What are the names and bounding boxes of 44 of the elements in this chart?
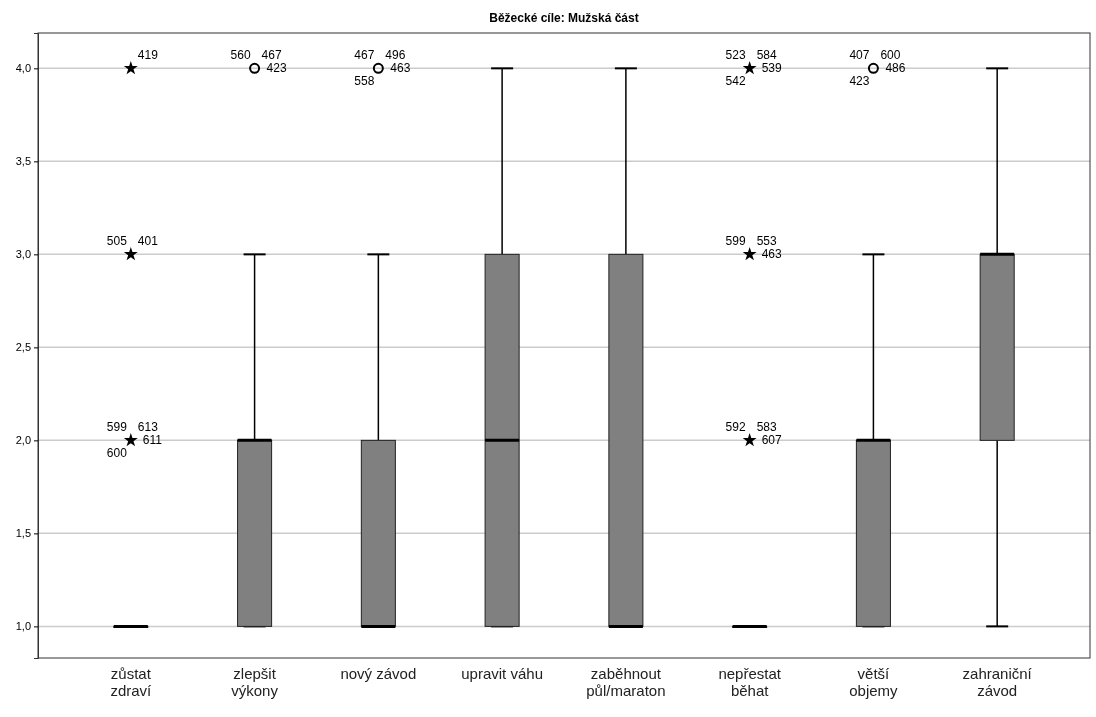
- y-tick-label: 1,0: [15, 620, 31, 633]
- annotation: 463: [761, 247, 782, 262]
- annotation: 553: [756, 234, 777, 249]
- x-tick-label: větší objemy: [849, 665, 899, 699]
- annotation: 542: [725, 74, 746, 89]
- x-tick-label: zůstat zdraví: [110, 665, 153, 699]
- x-tick-label: nepřestat běhat: [718, 665, 782, 699]
- annotation: 463: [390, 61, 411, 76]
- y-tick-label: 4,0: [15, 62, 31, 75]
- chart-title: Běžecké cíle: Mužská část: [489, 11, 639, 25]
- annotation: 539: [761, 61, 782, 76]
- annotation: 599: [725, 234, 746, 249]
- annotation: 584: [756, 48, 777, 63]
- annotation: 600: [106, 446, 128, 461]
- x-tick-label: zlepšit výkony: [231, 665, 279, 699]
- annotation: 423: [849, 74, 870, 89]
- y-tick-label: 1,5: [15, 527, 31, 540]
- x-tick-label: zaběhnout půl/maraton: [586, 665, 666, 699]
- annotation: 419: [137, 48, 159, 63]
- annotation: 505: [106, 234, 128, 249]
- annotation: 592: [725, 420, 746, 435]
- annotation: 600: [880, 48, 901, 63]
- annotation: 486: [885, 61, 906, 76]
- annotation: 523: [725, 48, 746, 63]
- annotation: 560: [230, 48, 251, 63]
- annotation: 401: [137, 234, 159, 249]
- annotation: 423: [266, 61, 287, 76]
- y-tick-label: 3,0: [15, 248, 31, 261]
- annotation: 583: [756, 420, 777, 435]
- annotation: 599: [106, 420, 128, 435]
- annotation: 607: [761, 433, 782, 448]
- annotation: 407: [849, 48, 870, 63]
- annotation: 496: [385, 48, 406, 63]
- annotation: 467: [261, 48, 282, 63]
- y-tick-label: 2,5: [15, 341, 31, 354]
- y-tick-label: 2,0: [15, 434, 31, 447]
- y-tick-label: 3,5: [15, 155, 31, 168]
- annotation: 611: [142, 433, 163, 448]
- annotation: 467: [354, 48, 375, 63]
- x-tick-label: zahraniční závod: [962, 665, 1033, 699]
- x-tick-label: nový závod: [340, 665, 417, 682]
- annotation: 613: [137, 420, 159, 435]
- annotation: 558: [354, 74, 375, 89]
- x-tick-label: upravit váhu: [461, 665, 543, 682]
